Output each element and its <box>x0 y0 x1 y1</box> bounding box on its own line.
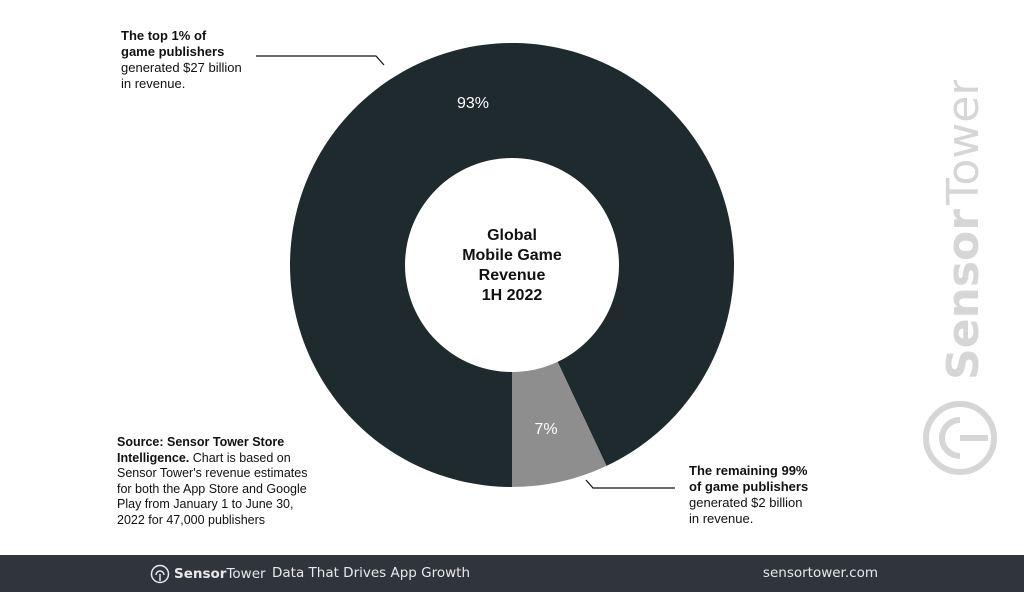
sensor-tower-watermark: SensorTower <box>923 80 997 475</box>
footer-brand-bold: Sensor <box>174 566 227 582</box>
watermark-text: SensorTower <box>938 80 989 380</box>
chart-title-line-1: Global <box>487 227 537 244</box>
source-text: Chart is based on Sensor Tower's revenue… <box>117 450 308 527</box>
annotation-bottom-bold-1: The remaining 99% <box>689 463 808 478</box>
annotation-bottom-line-2: in revenue. <box>689 511 754 526</box>
footer-url[interactable]: sensortower.com <box>762 565 878 581</box>
footer-tagline: Data That Drives App Growth <box>272 565 471 581</box>
footer-logo[interactable]: SensorTower <box>150 564 266 584</box>
annotation-top-bold-2: game publishers <box>121 44 225 59</box>
sensor-tower-logo-icon <box>923 401 997 475</box>
chart-title-line-2: Mobile Game <box>462 247 562 264</box>
annotation-top-line-1: generated $27 billion <box>121 60 242 75</box>
footer-bar: SensorTower Data That Drives App Growth … <box>0 555 1024 592</box>
sensor-tower-logo-icon <box>150 564 170 584</box>
footer-brand-light: Tower <box>226 566 266 582</box>
leader-line-bottom <box>585 479 675 489</box>
donut-chart: Global Mobile Game Revenue 1H 2022 93% 7… <box>256 43 735 489</box>
slice-label-93: 93% <box>457 95 489 112</box>
chart-title-line-3: Revenue <box>479 267 546 284</box>
donut-hole <box>405 158 619 372</box>
source-bold: Source: Sensor Tower Store Intelligence. <box>117 435 285 465</box>
annotation-top-bold-1: The top 1% of <box>121 28 207 43</box>
annotation-bottom-bold-2: of game publishers <box>689 479 809 494</box>
annotation-top: The top 1% of game publishers generated … <box>121 28 242 92</box>
annotation-bottom: The remaining 99% of game publishers gen… <box>689 463 808 527</box>
source-note: Source: Sensor Tower Store Intelligence.… <box>117 435 317 528</box>
slice-label-7: 7% <box>534 421 557 438</box>
chart-title-line-4: 1H 2022 <box>482 287 543 304</box>
leader-line-top <box>256 55 385 66</box>
annotation-top-line-2: in revenue. <box>121 76 186 91</box>
annotation-bottom-line-1: generated $2 billion <box>689 495 803 510</box>
